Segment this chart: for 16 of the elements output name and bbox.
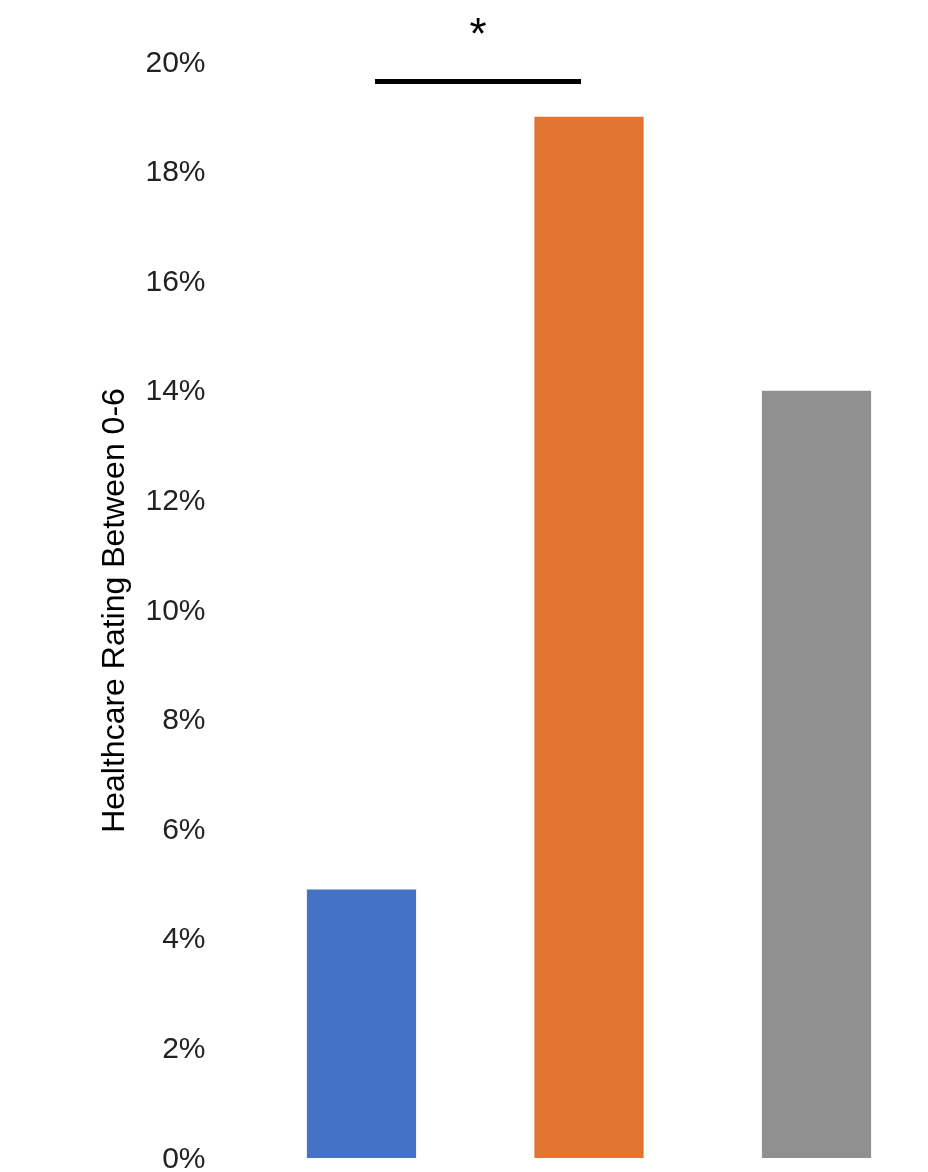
- bar: [534, 116, 644, 1158]
- significance-bracket: *: [375, 12, 581, 88]
- y-tick-label: 8%: [162, 702, 206, 736]
- y-tick-label: 2%: [162, 1030, 206, 1064]
- y-tick-label: 12%: [145, 482, 206, 516]
- y-tick-label: 20%: [145, 44, 206, 78]
- y-tick-label: 16%: [145, 263, 206, 297]
- y-tick-label: 6%: [162, 811, 206, 845]
- y-axis-title: Healthcare Rating Between 0-6: [95, 388, 132, 833]
- y-tick-label: 4%: [162, 921, 206, 955]
- y-tick-label: 0%: [162, 1140, 206, 1172]
- y-tick-label: 18%: [145, 154, 206, 188]
- y-tick-label: 10%: [145, 592, 206, 626]
- bar: [306, 889, 417, 1158]
- bar: [761, 390, 872, 1158]
- y-tick-label: 14%: [145, 373, 206, 407]
